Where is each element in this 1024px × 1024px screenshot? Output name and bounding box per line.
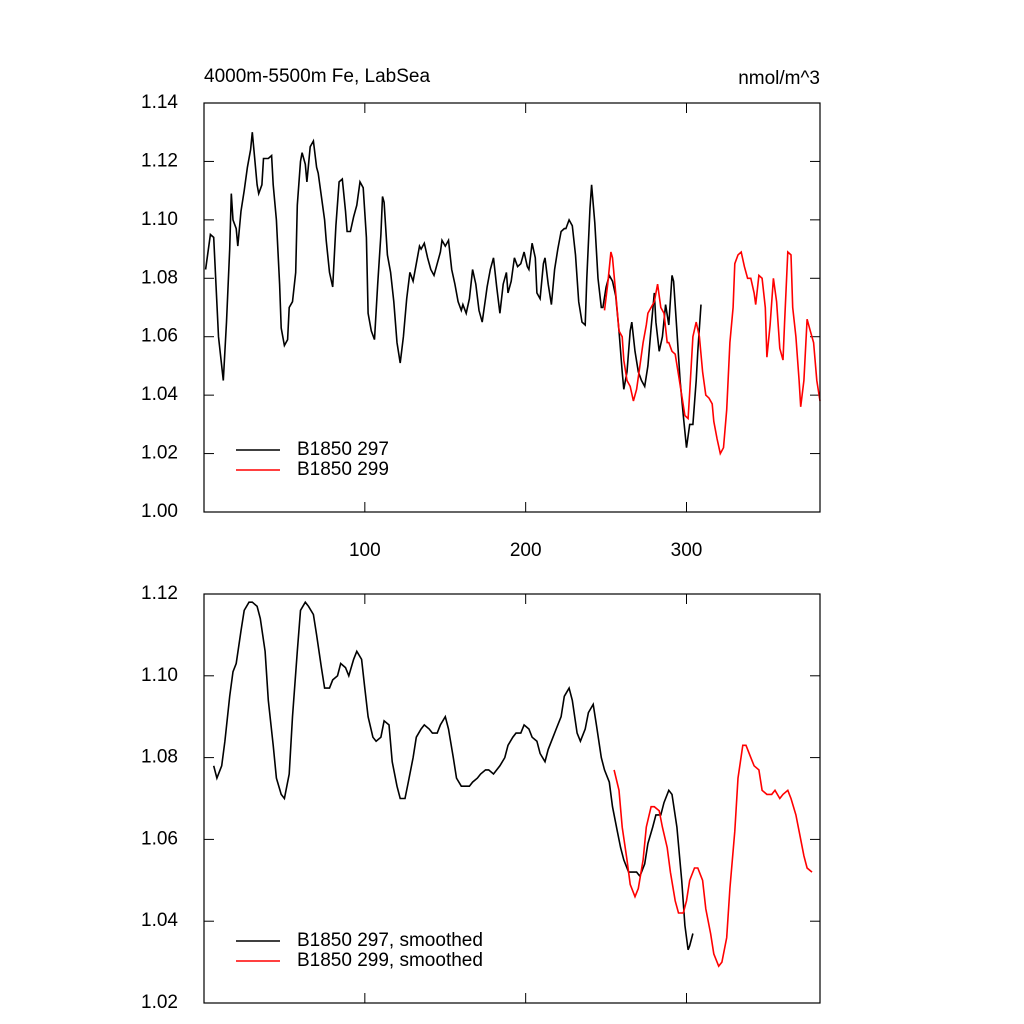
data-line (204, 132, 702, 448)
x-tick-label: 200 (510, 540, 542, 561)
y-tick-label: 1.10 (141, 209, 178, 230)
y-tick-label: 1.04 (141, 384, 178, 405)
y-tick-label: 1.12 (141, 150, 178, 171)
y-tick-label: 1.00 (141, 501, 178, 522)
legend-label: B1850 297, smoothed (297, 930, 483, 951)
plot-frame (203, 102, 821, 513)
y-tick-label: 1.04 (141, 910, 178, 931)
y-tick-label: 1.12 (141, 583, 178, 604)
legend-label: B1850 299 (297, 459, 389, 480)
panel: 4000m-5500m Fe, LabSea nmol/m^3 1.00 1.02 1.… (141, 66, 821, 561)
plot-frame (203, 593, 821, 1004)
y-tick-label: 1.08 (141, 267, 178, 288)
legend-label: B1850 299, smoothed (297, 950, 483, 971)
panel: 1.02 1.04 1.06 1.08 1.10 1.12 B1850 297, smoot… (141, 583, 821, 1013)
x-tick-label: 100 (349, 540, 381, 561)
data-line (212, 600, 694, 951)
data-line (603, 250, 821, 456)
y-tick-label: 1.14 (141, 92, 178, 113)
y-tick-label: 1.08 (141, 747, 178, 768)
data-line (613, 744, 813, 968)
chart-title: 4000m-5500m Fe, LabSea (204, 66, 430, 87)
units-label: nmol/m^3 (738, 68, 820, 89)
y-tick-label: 1.10 (141, 665, 178, 686)
y-tick-label: 1.06 (141, 326, 178, 347)
y-tick-label: 1.02 (141, 443, 178, 464)
y-tick-label: 1.02 (141, 992, 178, 1013)
y-tick-label: 1.06 (141, 828, 178, 849)
x-tick-label: 300 (671, 540, 703, 561)
legend-label: B1850 297 (297, 439, 389, 460)
